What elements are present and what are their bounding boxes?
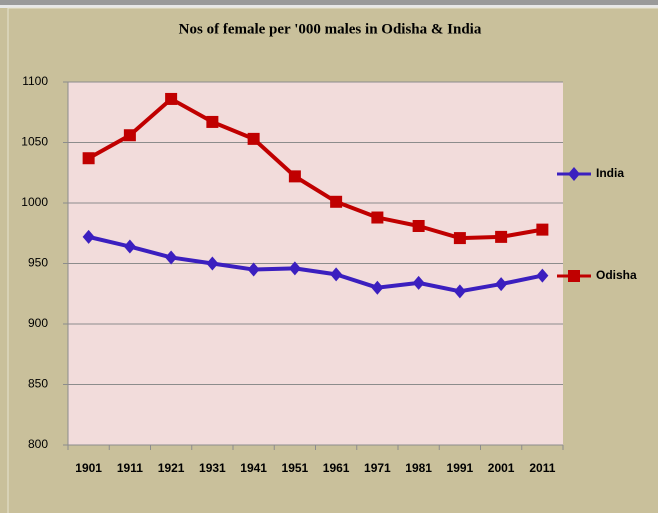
series-line — [88, 234, 543, 294]
y-tick-label: 900 — [28, 316, 48, 330]
data-point — [165, 250, 178, 265]
top-border — [0, 0, 658, 5]
x-tick-label: 1951 — [282, 461, 309, 475]
top-border — [0, 5, 658, 8]
data-point — [371, 211, 384, 224]
data-point — [247, 132, 260, 145]
x-tick-label: 2001 — [488, 461, 515, 475]
x-tick-label: 1901 — [75, 461, 102, 475]
data-point — [536, 223, 549, 236]
x-tick-label: 1991 — [447, 461, 474, 475]
data-point — [123, 239, 136, 254]
data-point — [123, 129, 136, 142]
y-tick-label: 950 — [28, 256, 48, 270]
data-point — [288, 170, 301, 183]
y-tick-label: 1000 — [21, 195, 48, 209]
data-point — [495, 277, 508, 292]
data-point — [206, 256, 219, 271]
data-point — [330, 195, 343, 208]
legend-label: Odisha — [596, 268, 637, 282]
x-tick-label: 1981 — [405, 461, 432, 475]
x-tick-label: 1931 — [199, 461, 226, 475]
y-tick-label: 800 — [28, 437, 48, 451]
data-point — [82, 229, 95, 244]
data-point — [288, 261, 301, 276]
legend-marker — [568, 270, 580, 282]
x-tick-label: 1921 — [158, 461, 185, 475]
chart-title: Nos of female per '000 males in Odisha &… — [179, 21, 482, 37]
data-point — [82, 152, 95, 165]
y-tick-label: 850 — [28, 377, 48, 391]
x-tick-label: 1911 — [117, 461, 143, 475]
x-tick-label: 1971 — [364, 461, 391, 475]
y-tick-label: 1100 — [22, 74, 48, 88]
data-point — [453, 284, 466, 299]
data-point — [247, 262, 260, 277]
data-point — [330, 267, 343, 282]
data-point — [453, 232, 466, 245]
data-point — [412, 275, 425, 290]
data-point — [371, 280, 384, 295]
x-tick-label: 1941 — [240, 461, 267, 475]
data-point — [165, 92, 178, 105]
x-tick-label: 2011 — [529, 461, 555, 475]
data-point — [495, 230, 508, 243]
series-line — [87, 96, 543, 241]
x-tick-label: 1961 — [323, 461, 350, 475]
data-point — [206, 115, 219, 128]
data-point — [536, 268, 549, 283]
y-tick-label: 1050 — [21, 135, 48, 149]
legend-label: India — [596, 166, 624, 180]
data-point — [412, 219, 425, 232]
legend-marker — [568, 167, 580, 181]
